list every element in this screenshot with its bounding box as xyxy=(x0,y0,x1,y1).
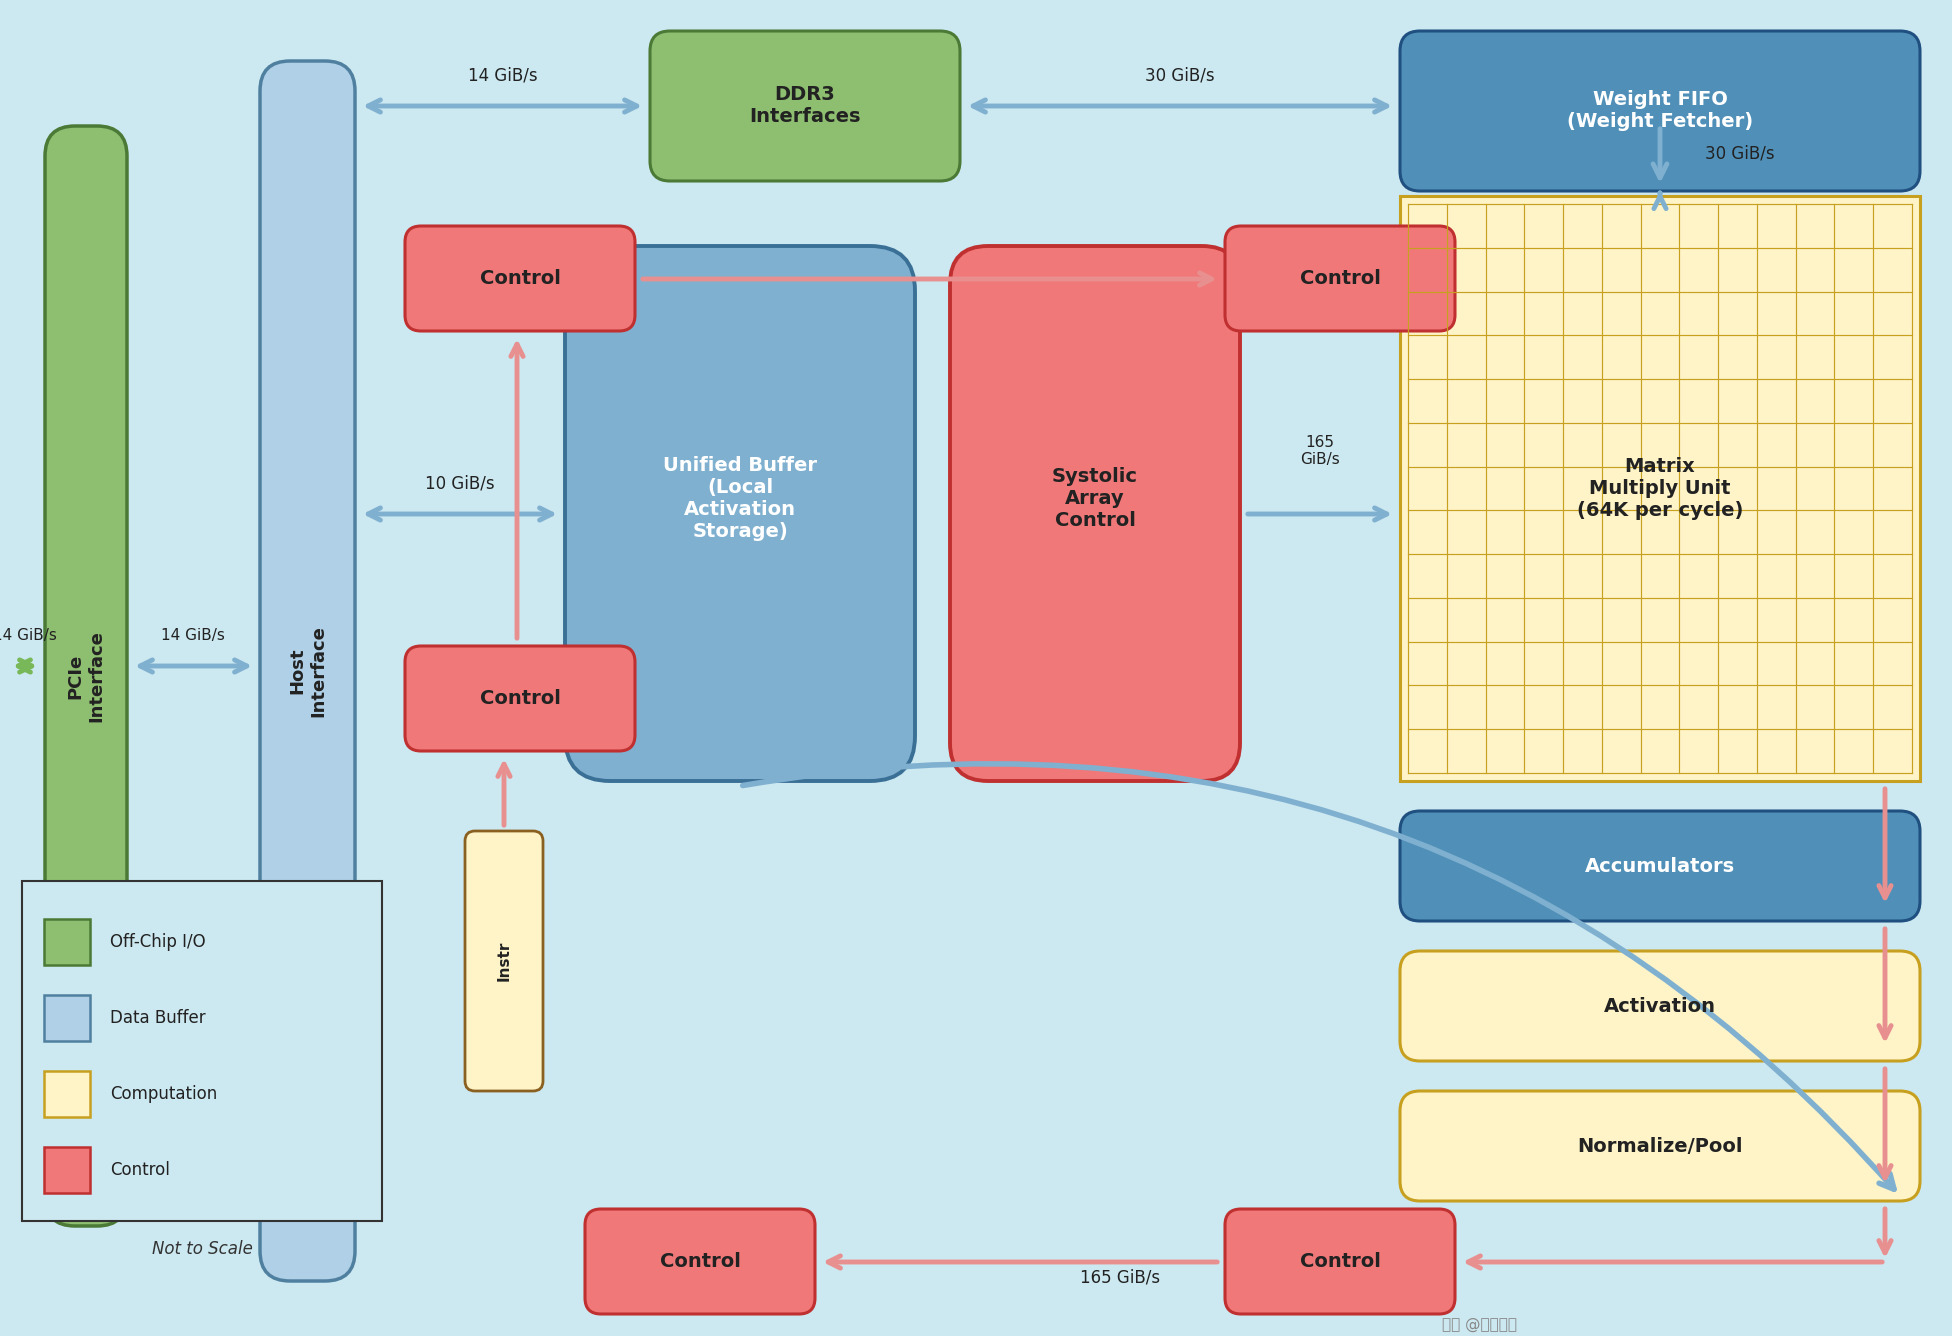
Text: 14 GiB/s: 14 GiB/s xyxy=(468,67,539,86)
Text: 165
GiB/s: 165 GiB/s xyxy=(1300,434,1339,468)
FancyBboxPatch shape xyxy=(1400,31,1921,191)
Text: DDR3
Interfaces: DDR3 Interfaces xyxy=(750,86,861,127)
FancyBboxPatch shape xyxy=(465,831,543,1092)
Bar xyxy=(1400,196,1921,782)
FancyBboxPatch shape xyxy=(1400,951,1921,1061)
Text: 14 GiB/s: 14 GiB/s xyxy=(162,628,224,644)
Text: Not to Scale: Not to Scale xyxy=(152,1240,252,1259)
Bar xyxy=(45,1148,90,1193)
FancyBboxPatch shape xyxy=(1400,1092,1921,1201)
Text: Activation: Activation xyxy=(1605,997,1716,1015)
Text: 30 GiB/s: 30 GiB/s xyxy=(1146,67,1214,86)
Text: Computation: Computation xyxy=(109,1085,217,1104)
Bar xyxy=(45,995,90,1041)
FancyBboxPatch shape xyxy=(45,126,127,1226)
FancyBboxPatch shape xyxy=(951,246,1240,782)
FancyBboxPatch shape xyxy=(1226,226,1454,331)
FancyArrowPatch shape xyxy=(744,764,1893,1189)
Text: Control: Control xyxy=(109,1161,170,1178)
Text: Accumulators: Accumulators xyxy=(1585,856,1735,875)
Text: Normalize/Pool: Normalize/Pool xyxy=(1577,1137,1743,1156)
FancyBboxPatch shape xyxy=(404,647,634,751)
Text: 30 GiB/s: 30 GiB/s xyxy=(1704,146,1774,163)
Text: Instr: Instr xyxy=(496,941,511,981)
Text: Off-Chip I/O: Off-Chip I/O xyxy=(109,933,205,951)
FancyBboxPatch shape xyxy=(650,31,960,180)
Text: Host
Interface: Host Interface xyxy=(289,625,326,717)
FancyBboxPatch shape xyxy=(1400,811,1921,921)
Bar xyxy=(45,919,90,965)
Text: Matrix
Multiply Unit
(64K per cycle): Matrix Multiply Unit (64K per cycle) xyxy=(1577,457,1743,520)
Text: PCIe
Interface: PCIe Interface xyxy=(66,631,105,721)
Text: 10 GiB/s: 10 GiB/s xyxy=(426,476,494,493)
Bar xyxy=(45,1071,90,1117)
Text: 14 GiB/s: 14 GiB/s xyxy=(0,628,57,644)
Text: Control: Control xyxy=(1300,1252,1380,1271)
Text: Control: Control xyxy=(1300,269,1380,289)
Bar xyxy=(21,880,383,1221)
Text: Control: Control xyxy=(660,1252,740,1271)
FancyBboxPatch shape xyxy=(404,226,634,331)
Text: 165 GiB/s: 165 GiB/s xyxy=(1079,1269,1159,1287)
Text: Weight FIFO
(Weight Fetcher): Weight FIFO (Weight Fetcher) xyxy=(1567,91,1753,131)
Text: Control: Control xyxy=(480,689,560,708)
FancyBboxPatch shape xyxy=(586,1209,816,1315)
FancyBboxPatch shape xyxy=(260,61,355,1281)
Text: 知乎 @匿名用户: 知乎 @匿名用户 xyxy=(1443,1316,1517,1332)
Text: Unified Buffer
(Local
Activation
Storage): Unified Buffer (Local Activation Storage… xyxy=(664,456,818,541)
Text: Data Buffer: Data Buffer xyxy=(109,1009,205,1027)
Text: Control: Control xyxy=(480,269,560,289)
FancyBboxPatch shape xyxy=(1226,1209,1454,1315)
FancyBboxPatch shape xyxy=(564,246,915,782)
Text: Systolic
Array
Control: Systolic Array Control xyxy=(1052,468,1138,530)
